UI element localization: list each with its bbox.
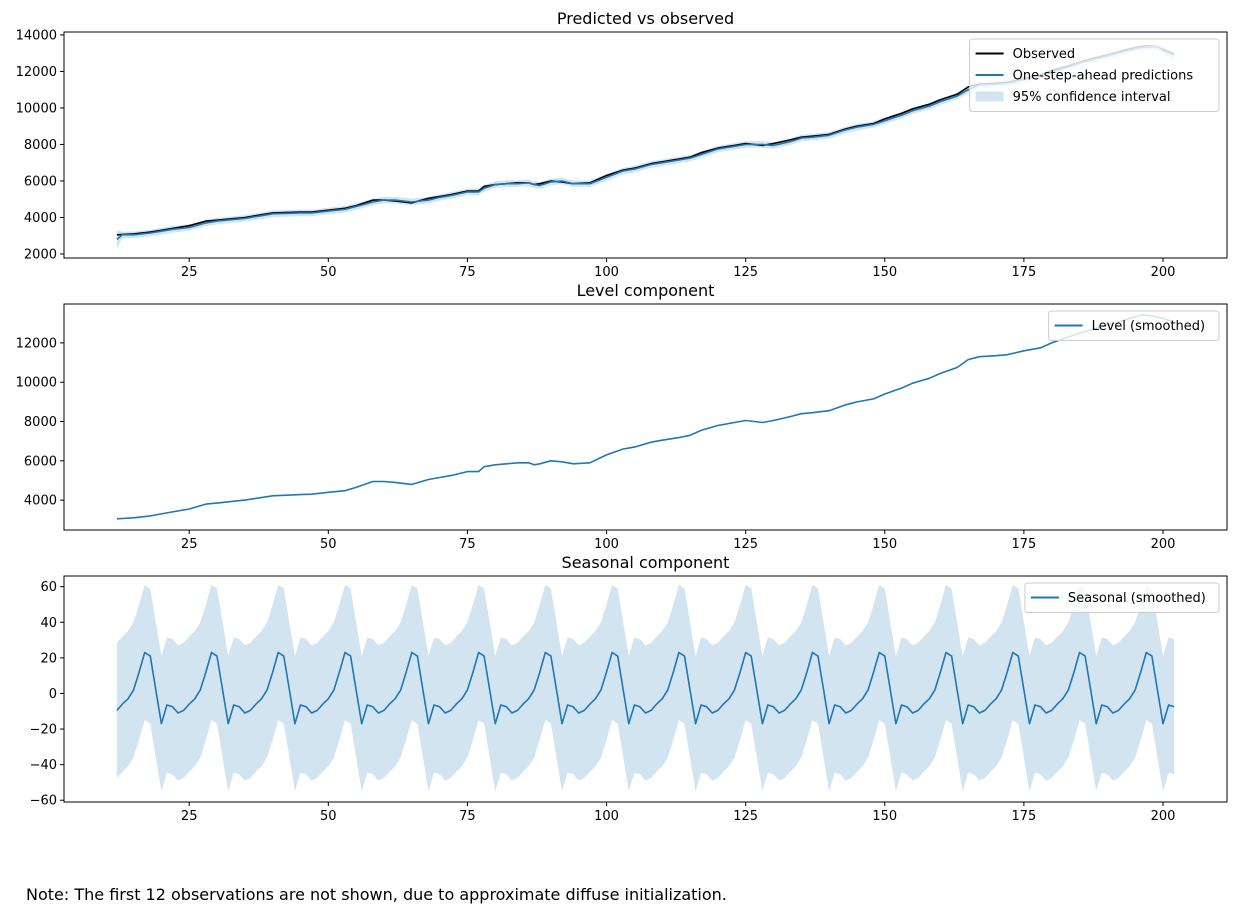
confidence-band — [116, 584, 1175, 792]
x-tick-label: 25 — [181, 537, 198, 552]
legend: Level (smoothed) — [1048, 310, 1220, 341]
legend-box — [1048, 310, 1220, 341]
x-tick-label: 75 — [459, 265, 476, 280]
legend: Observed One-step-ahead predictions 95% co… — [969, 38, 1220, 112]
y-tick-label: 4000 — [24, 211, 57, 226]
axes-frame — [63, 303, 1228, 531]
x-tick-label: 175 — [1011, 809, 1036, 824]
legend-label: Seasonal (smoothed) — [1068, 591, 1206, 606]
y-tick-label: 0 — [49, 687, 57, 702]
panel-2: Level component 25 50 75 100 125 150 175 200 4000… — [16, 281, 1228, 552]
x-tick-label: 100 — [594, 809, 619, 824]
x-tick-label: 25 — [181, 265, 198, 280]
x-tick-label: 25 — [181, 809, 198, 824]
x-tick-label: 100 — [594, 537, 619, 552]
x-tick-label: 125 — [733, 265, 758, 280]
x-tick-label: 175 — [1011, 265, 1036, 280]
y-tick-label: 12000 — [16, 65, 57, 80]
y-tick-label: −20 — [30, 723, 57, 738]
legend-box — [1024, 582, 1220, 613]
chart-title: Predicted vs observed — [557, 9, 734, 28]
y-tick-label: −60 — [30, 794, 57, 809]
x-tick-label: 150 — [872, 537, 897, 552]
x-tick-label: 75 — [459, 809, 476, 824]
y-tick-label: 60 — [40, 580, 57, 595]
x-tick-label: 100 — [594, 265, 619, 280]
x-tick-label: 150 — [872, 265, 897, 280]
y-tick-label: 6000 — [24, 174, 57, 189]
legend-label: 95% confidence interval — [1013, 90, 1171, 105]
axes-frame — [63, 575, 1228, 803]
y-tick-label: 8000 — [24, 138, 57, 153]
legend-box — [969, 38, 1220, 112]
y-tick-label: 10000 — [16, 101, 57, 116]
plot-area — [116, 314, 1175, 520]
x-tick-label: 75 — [459, 537, 476, 552]
y-tick-label: 8000 — [24, 415, 57, 430]
panel-1: Predicted vs observed 25 50 75 100 125 150 175 2… — [16, 9, 1228, 280]
x-tick-label: 125 — [733, 537, 758, 552]
legend-label: Observed — [1013, 47, 1076, 62]
y-tick-label: 12000 — [16, 336, 57, 351]
footnote: Note: The first 12 observations are not … — [26, 885, 727, 904]
y-tick-label: 2000 — [24, 247, 57, 262]
legend-label: One-step-ahead predictions — [1013, 69, 1194, 84]
legend: Seasonal (smoothed) — [1024, 582, 1220, 613]
x-tick-label: 50 — [320, 809, 337, 824]
legend-swatch — [975, 91, 1004, 102]
chart-title: Seasonal component — [562, 553, 730, 572]
y-tick-label: 14000 — [16, 28, 57, 43]
x-tick-label: 125 — [733, 809, 758, 824]
y-tick-label: −40 — [30, 758, 57, 773]
plot-area — [116, 584, 1175, 792]
x-tick-label: 175 — [1011, 537, 1036, 552]
y-tick-label: 40 — [40, 616, 57, 631]
x-tick-label: 50 — [320, 537, 337, 552]
y-tick-label: 4000 — [24, 494, 57, 509]
y-tick-label: 20 — [40, 651, 57, 666]
y-tick-label: 6000 — [24, 454, 57, 469]
x-tick-label: 200 — [1151, 265, 1176, 280]
axes-frame — [63, 31, 1228, 259]
chart-title: Level component — [577, 281, 715, 300]
legend-label: Level (smoothed) — [1092, 319, 1206, 334]
y-tick-label: 10000 — [16, 376, 57, 391]
x-tick-label: 150 — [872, 809, 897, 824]
series-line-seasonal-smoothed- — [116, 651, 1175, 725]
x-tick-label: 200 — [1151, 809, 1176, 824]
x-tick-label: 200 — [1151, 537, 1176, 552]
series-line-level-smoothed- — [116, 314, 1175, 520]
x-tick-label: 50 — [320, 265, 337, 280]
